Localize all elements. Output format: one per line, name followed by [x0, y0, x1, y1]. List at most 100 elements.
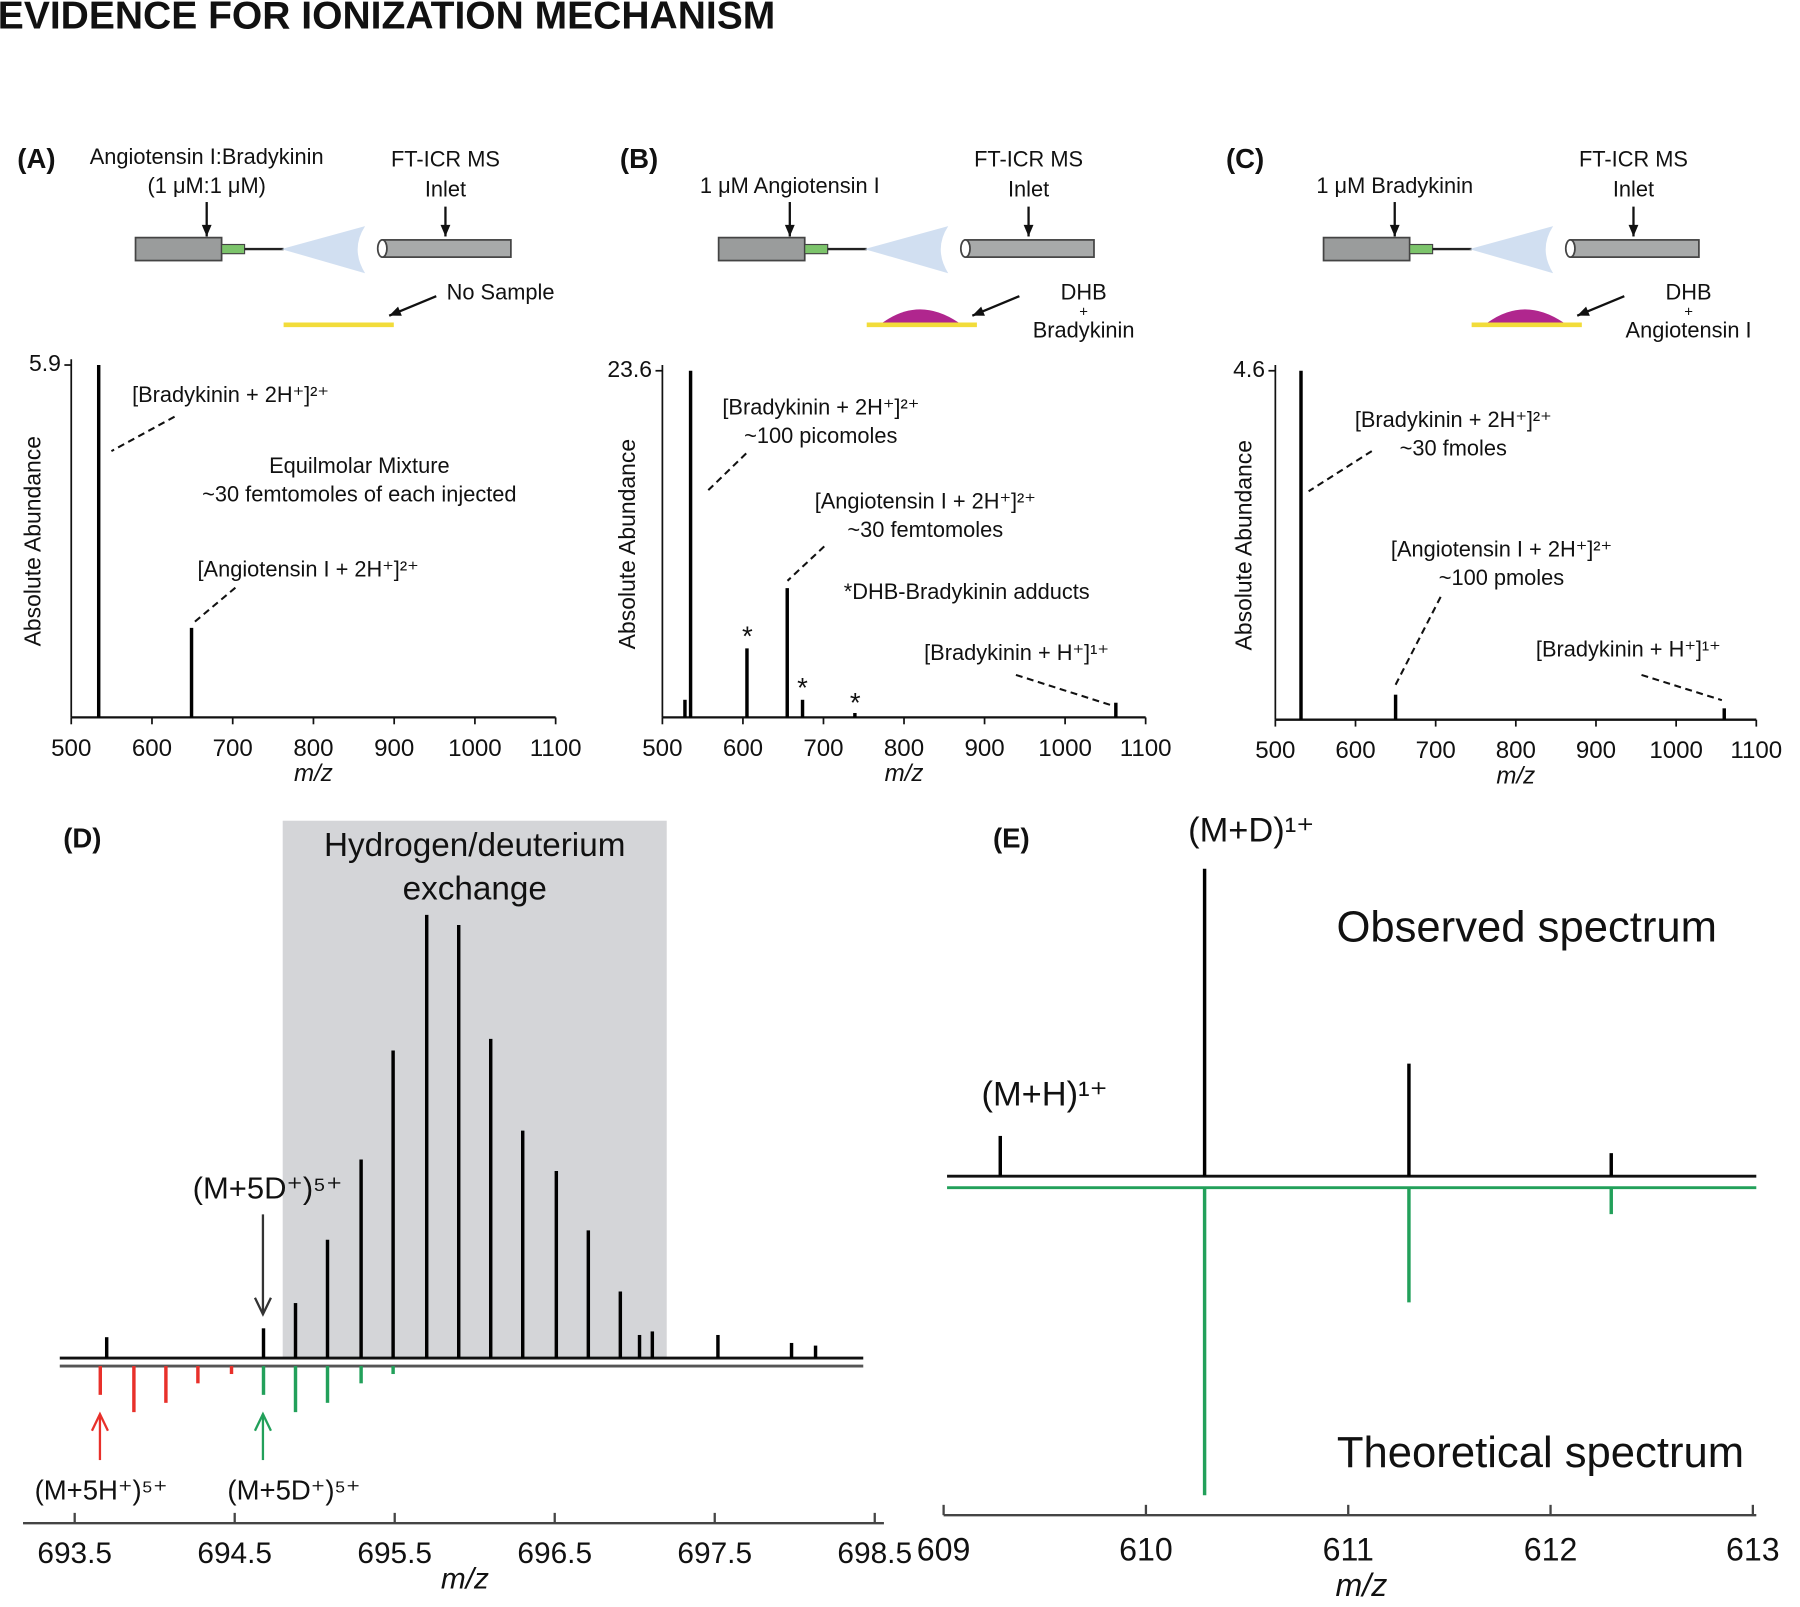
panel-label: (D) — [63, 823, 101, 854]
leader-line — [1308, 450, 1373, 493]
annotation: Observed spectrum — [1336, 903, 1717, 951]
y-tick-label: 5.9 — [29, 350, 61, 376]
annotation: ~30 femtomoles of each injected — [202, 481, 516, 506]
x-tick-label: 1100 — [530, 735, 582, 762]
source-label: (1 μM:1 μM) — [148, 173, 266, 198]
leader-line — [1393, 596, 1442, 687]
annotation: * — [850, 687, 861, 718]
shade-label: exchange — [403, 871, 547, 908]
source-label: Angiotensin I:Bradykinin — [90, 144, 324, 169]
annotation: ~30 femtomoles — [847, 517, 1003, 542]
x-tick-label: 1100 — [1730, 737, 1782, 764]
x-axis-label: m/z — [1336, 1567, 1388, 1603]
x-tick-label: 698.5 — [837, 1537, 912, 1570]
panel-label: (B) — [620, 143, 658, 174]
x-tick-label: 700 — [1416, 737, 1456, 764]
x-tick-label: 609 — [917, 1531, 971, 1567]
target-label: DHB — [1061, 280, 1107, 305]
target-label: Angiotensin I — [1626, 317, 1752, 342]
annotation: [Bradykinin + 2H⁺]²⁺ — [132, 382, 329, 407]
figure-title: EVIDENCE FOR IONIZATION MECHANISM — [0, 0, 775, 38]
emitter — [804, 243, 829, 255]
capillary — [717, 236, 806, 262]
x-tick-label: 612 — [1524, 1531, 1578, 1567]
y-tick-label: 4.6 — [1233, 356, 1265, 382]
x-axis-label: m/z — [294, 760, 333, 787]
annotation: * — [797, 672, 808, 703]
annotation: [Angiotensin I + 2H⁺]²⁺ — [815, 489, 1036, 514]
x-tick-label: 613 — [1726, 1531, 1780, 1567]
annotation: [Angiotensin I + 2H⁺]²⁺ — [198, 556, 419, 581]
panel-label: (C) — [1226, 143, 1264, 174]
annotation: (M+D)¹⁺ — [1188, 811, 1314, 849]
x-tick-label: 1000 — [1649, 737, 1703, 764]
x-tick-label: 800 — [1496, 737, 1536, 764]
x-tick-label: 600 — [132, 735, 172, 762]
inlet — [964, 239, 1095, 258]
annotation: * — [742, 620, 753, 651]
target-label: No Sample — [447, 280, 555, 305]
inlet — [381, 239, 512, 258]
x-tick-label: 693.5 — [37, 1537, 112, 1570]
x-tick-label: 695.5 — [357, 1537, 432, 1570]
annotation: (M+H)¹⁺ — [982, 1075, 1108, 1113]
inlet — [1569, 239, 1700, 258]
y-tick-label: 23.6 — [607, 356, 652, 382]
x-tick-label: 1000 — [1038, 735, 1092, 762]
shade-region — [282, 820, 667, 1359]
inlet-label: Inlet — [425, 176, 466, 201]
annotation: (M+5D⁺)⁵⁺ — [193, 1171, 343, 1206]
inlet-label: Inlet — [1008, 176, 1049, 201]
inlet-label: FT-ICR MS — [391, 146, 500, 171]
x-tick-label: 500 — [51, 735, 91, 762]
x-tick-label: 500 — [642, 735, 682, 762]
panel-label: (E) — [993, 823, 1030, 854]
x-tick-label: 800 — [293, 735, 333, 762]
inlet-opening — [1564, 239, 1576, 258]
leader-line — [192, 586, 237, 625]
x-tick-label: 1000 — [448, 735, 502, 762]
capillary — [134, 236, 223, 262]
arrow-head — [440, 224, 451, 237]
x-tick-label: 700 — [213, 735, 253, 762]
x-tick-label: 694.5 — [197, 1537, 272, 1570]
inlet-label: FT-ICR MS — [1579, 146, 1688, 171]
x-tick-label: 600 — [723, 735, 763, 762]
y-axis-label: Absolute Abundance — [20, 436, 46, 646]
arrow-head — [1023, 224, 1034, 237]
x-tick-label: 900 — [1576, 737, 1616, 764]
x-tick-label: 500 — [1255, 737, 1295, 764]
annotation: [Bradykinin + H⁺]¹⁺ — [1536, 637, 1721, 662]
annotation: Equilmolar Mixture — [269, 453, 449, 478]
annotation: [Bradykinin + 2H⁺]²⁺ — [1355, 407, 1552, 432]
leader-line — [706, 452, 747, 493]
leader-line — [1641, 673, 1723, 702]
panel-label: (A) — [17, 143, 55, 174]
leader-line — [110, 415, 176, 453]
y-axis-label: Absolute Abundance — [1231, 440, 1257, 650]
source-label: 1 μM Bradykinin — [1316, 173, 1473, 198]
annotation: ~30 fmoles — [1400, 435, 1507, 460]
arrow-head — [253, 1411, 272, 1432]
arrow-head — [1389, 224, 1400, 237]
inlet-opening — [376, 239, 388, 258]
arrow-head — [201, 224, 212, 237]
annotation: [Angiotensin I + 2H⁺]²⁺ — [1391, 537, 1612, 562]
arrow-head — [1628, 224, 1639, 237]
arrow-head — [784, 224, 795, 237]
arrow-head — [389, 306, 402, 316]
source-label: 1 μM Angiotensin I — [700, 173, 880, 198]
x-axis-label: m/z — [1496, 762, 1535, 789]
target-label: DHB — [1666, 280, 1712, 305]
x-axis-label: m/z — [441, 1562, 489, 1595]
target-label: + — [1684, 304, 1693, 321]
target-label: Bradykinin — [1033, 317, 1135, 342]
capillary — [1322, 236, 1411, 262]
y-axis-label: Absolute Abundance — [614, 439, 640, 649]
annotation: (M+5H⁺)⁵⁺ — [35, 1474, 168, 1505]
spray — [281, 226, 366, 274]
annotation: [Bradykinin + 2H⁺]²⁺ — [722, 394, 919, 419]
arrow-head — [253, 1297, 272, 1317]
